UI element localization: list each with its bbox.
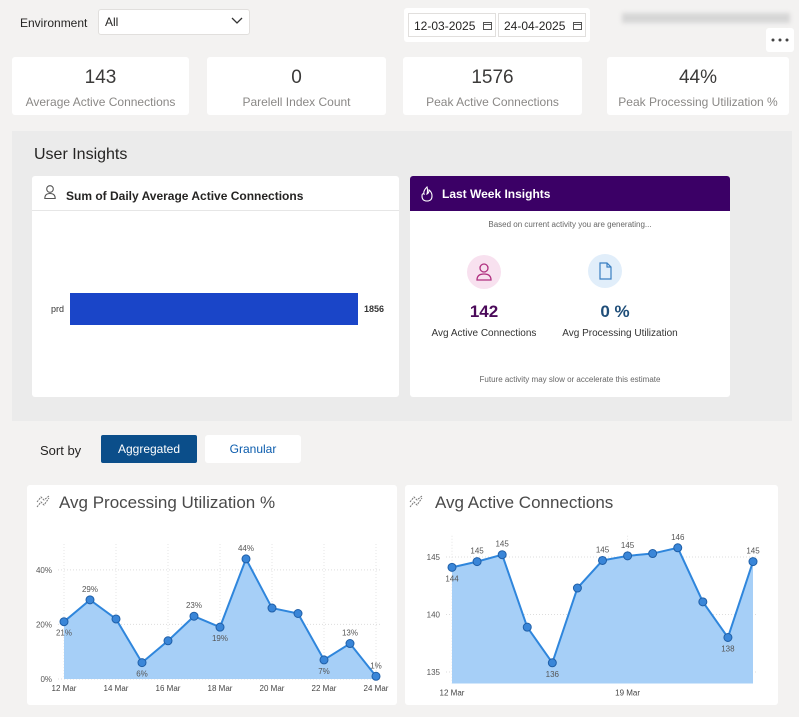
calendar-icon (573, 22, 582, 30)
kpi-card: 143 Average Active Connections (12, 57, 189, 115)
chart-title: Avg Processing Utilization % (59, 493, 276, 512)
filter-label: Environment (20, 16, 88, 30)
metric-value: 142 (469, 302, 499, 321)
sort-button[interactable]: Aggregated (101, 435, 197, 463)
kpi-card: 44% Peak Processing Utilization % (607, 57, 789, 115)
calendar-icon (483, 22, 492, 30)
kpi-value: 0 (291, 67, 302, 88)
metric-label: Avg Processing Utilization (562, 328, 678, 339)
metric-icon (588, 254, 622, 288)
insights-footer: Future activity may slow or accelerate t… (479, 375, 661, 384)
kpi-value: 44% (678, 67, 718, 88)
insights-header (410, 176, 730, 211)
date-text: 24-04-2025 (504, 19, 566, 33)
dropdown-value: All (105, 15, 119, 29)
chart-panel: Avg Active Connections (405, 485, 778, 705)
environment-dropdown[interactable]: All (98, 9, 250, 35)
divider (32, 210, 399, 211)
more-menu[interactable] (766, 28, 794, 52)
kpi-label: Parelell Index Count (242, 95, 351, 109)
kpi-value: 143 (84, 67, 117, 88)
metric-value: 0 % (600, 302, 630, 321)
metric-icon (467, 255, 501, 289)
metric-label: Avg Active Connections (431, 328, 537, 339)
blurred-user (622, 13, 790, 23)
date-text: 12-03-2025 (414, 19, 476, 33)
kpi-card: 1576 Peak Active Connections (403, 57, 582, 115)
chart-icon (36, 495, 50, 508)
kpi-card: 0 Parelell Index Count (207, 57, 386, 115)
card-title: Sum of Daily Average Active Connections (66, 189, 304, 203)
start-date[interactable]: 12-03-2025 (408, 13, 496, 37)
insights-card: Last Week Insights Based on current acti… (410, 176, 730, 397)
sort-label: Sort by (40, 443, 82, 458)
fire-icon (421, 186, 433, 202)
dots (771, 38, 789, 42)
kpi-label: Average Active Connections (25, 95, 176, 109)
insights-subtitle: Based on current activity you are genera… (488, 220, 652, 229)
kpi-label: Peak Active Connections (426, 95, 559, 109)
chart-icon (409, 495, 423, 508)
bar-card: Sum of Daily Average Active Connections (32, 176, 399, 397)
sort-button[interactable]: Granular (205, 435, 301, 463)
person-icon (44, 185, 56, 199)
chart-title: Avg Active Connections (435, 493, 614, 512)
kpi-value: 1576 (471, 67, 514, 88)
chevron (231, 17, 243, 24)
kpi-label: Peak Processing Utilization % (618, 95, 778, 109)
chart-panel: Avg Processing Utilization % (27, 485, 397, 705)
date-range: 12-03-2025 24-04-2025 (404, 8, 590, 42)
insights-title: Last Week Insights (442, 187, 551, 201)
end-date[interactable]: 24-04-2025 (498, 13, 586, 37)
section-title: User Insights (34, 146, 128, 163)
